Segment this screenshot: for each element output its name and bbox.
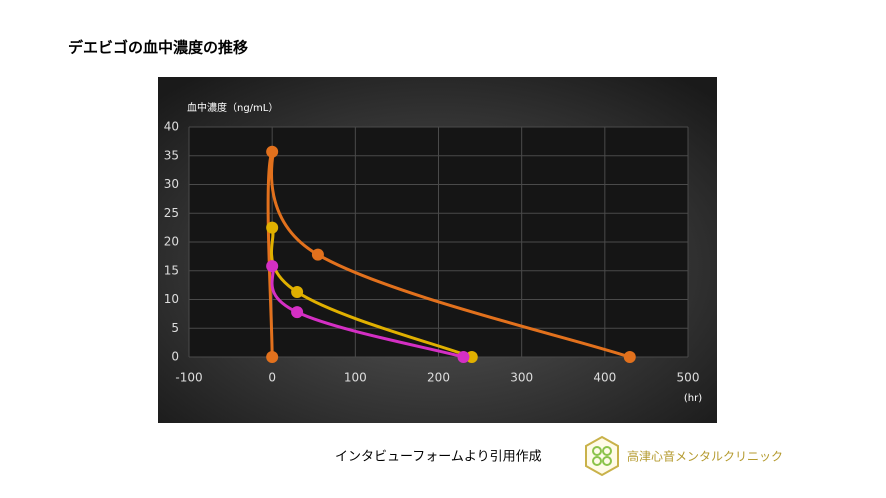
x-tick-label: 100 bbox=[344, 371, 367, 385]
series-line bbox=[270, 227, 473, 359]
data-point bbox=[291, 286, 304, 299]
series-line bbox=[266, 147, 631, 359]
x-tick-label: 200 bbox=[427, 371, 450, 385]
x-tick-label: 500 bbox=[677, 371, 700, 385]
y-tick-label: 35 bbox=[164, 148, 179, 162]
logo bbox=[585, 435, 619, 477]
y-tick-label: 0 bbox=[171, 350, 179, 364]
data-point bbox=[457, 351, 470, 363]
data-point bbox=[266, 221, 279, 234]
y-tick-label: 40 bbox=[164, 120, 179, 134]
y-tick-label: 20 bbox=[164, 235, 179, 249]
data-point bbox=[291, 306, 304, 319]
y-axis-label: 血中濃度（ng/mL） bbox=[187, 101, 278, 114]
data-point bbox=[266, 260, 279, 273]
data-point bbox=[623, 351, 636, 363]
y-tick-label: 15 bbox=[164, 263, 179, 277]
y-tick-label: 30 bbox=[164, 177, 179, 191]
x-axis-label: (hr) bbox=[684, 393, 702, 404]
data-point bbox=[266, 351, 279, 363]
data-point bbox=[311, 248, 324, 261]
x-tick-label: -100 bbox=[175, 371, 202, 385]
data-point bbox=[266, 145, 279, 158]
x-tick-label: 300 bbox=[510, 371, 533, 385]
brand-name: 高津心音メンタルクリニック bbox=[627, 449, 783, 464]
y-tick-label: 25 bbox=[164, 206, 179, 220]
series-line bbox=[270, 265, 464, 359]
x-tick-label: 0 bbox=[268, 371, 276, 385]
y-tick-label: 10 bbox=[164, 292, 179, 306]
x-tick-label: 400 bbox=[593, 371, 616, 385]
y-tick-label: 5 bbox=[171, 321, 179, 335]
source-note: インタビューフォームより引用作成 bbox=[335, 450, 542, 465]
chart-title: デエビゴの血中濃度の推移 bbox=[68, 39, 248, 57]
data-point bbox=[465, 351, 478, 363]
